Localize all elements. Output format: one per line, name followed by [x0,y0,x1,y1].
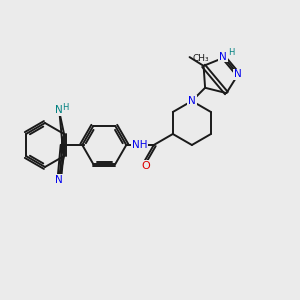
Text: N: N [55,106,62,116]
Text: CH₃: CH₃ [193,54,209,63]
Text: NH: NH [132,140,147,150]
Text: N: N [55,175,62,184]
Text: N: N [234,70,242,80]
Text: N: N [188,96,196,106]
Text: O: O [141,161,150,171]
Text: N: N [219,52,227,61]
Text: H: H [228,48,234,57]
Text: H: H [62,103,69,112]
